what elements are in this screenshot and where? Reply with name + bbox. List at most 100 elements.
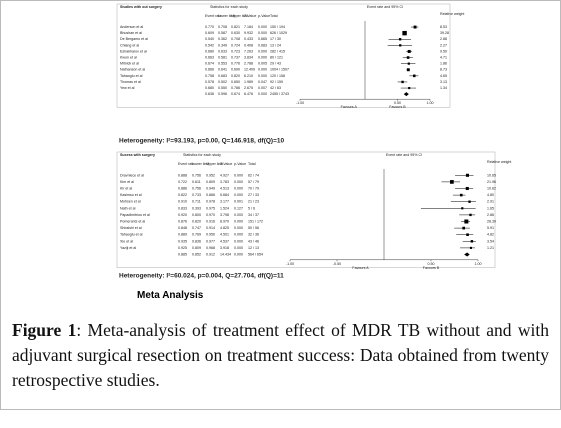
cell: 0.822 xyxy=(178,193,187,197)
cell: 0.000 xyxy=(234,193,243,197)
study-name: Tahaoglu et al xyxy=(120,233,143,237)
cell: 0.747 xyxy=(192,226,201,230)
study-name: Kir et al xyxy=(120,186,132,190)
cell: 1004 / 1507 xyxy=(270,68,289,72)
cell: 0.722 xyxy=(178,180,187,184)
cell: 0.737 xyxy=(231,56,240,60)
cell: 0.553 xyxy=(218,62,227,66)
cell: 0.433 xyxy=(244,37,253,41)
cell: 0.000 xyxy=(234,226,243,230)
weight: 1.34 xyxy=(440,86,447,90)
column-header: p-Value xyxy=(258,14,270,18)
cell: 0.005 xyxy=(258,62,267,66)
cell: 0.502 xyxy=(218,80,227,84)
cell: 0.000 xyxy=(258,74,267,78)
cell: 0.866 xyxy=(206,193,215,197)
weight: 10.65 xyxy=(487,173,496,177)
cell: 0.977 xyxy=(206,239,215,243)
study-name: Xie et al xyxy=(120,239,133,243)
cell: 0.758 xyxy=(205,74,214,78)
cell: 150 / 194 xyxy=(270,25,285,29)
cell: 7.263 xyxy=(244,49,253,53)
study-name: Eshakharov et al xyxy=(120,49,147,53)
cell: 4.927 xyxy=(220,173,229,177)
cell: 0.000 xyxy=(258,31,267,35)
cell: 0.885 xyxy=(178,252,187,256)
study-name: Mohsen et al xyxy=(120,200,141,204)
plot-header: Event rate and 95% CI xyxy=(386,153,422,157)
cell: 0.769 xyxy=(192,233,201,237)
study-marker xyxy=(406,68,410,72)
cell: 0.680 xyxy=(205,49,214,53)
column-header: p-Value xyxy=(234,162,246,166)
weight: 21.96 xyxy=(487,180,496,184)
cell: 0.888 xyxy=(178,173,187,177)
cell: 0.876 xyxy=(178,219,187,223)
cell: 0.852 xyxy=(192,252,201,256)
weight: 3.54 xyxy=(487,239,494,243)
weight: 1.65 xyxy=(487,206,494,210)
study-name: Chiang et al xyxy=(120,43,139,47)
heterogeneity: Heterogeneity: I²=93.193, p=0.00, Q=146.… xyxy=(119,138,284,145)
cell: 0.349 xyxy=(218,43,227,47)
cell: 0.000 xyxy=(258,25,267,29)
study-name: Kwon et al xyxy=(120,56,137,60)
cell: 32 / 36 xyxy=(248,233,259,237)
cell: 0.968 xyxy=(206,246,215,250)
study-name: Kim et al xyxy=(120,180,134,184)
cell: 0.683 xyxy=(218,74,227,78)
weight: 2.27 xyxy=(440,43,447,47)
cell: 0.809 xyxy=(206,180,215,184)
cell: 0.809 xyxy=(192,246,201,250)
cell: 4.537 xyxy=(220,239,229,243)
cell: 626 / 1029 xyxy=(270,31,287,35)
cell: 0.690 xyxy=(231,68,240,72)
cell: 0.000 xyxy=(234,173,243,177)
cell: 0.581 xyxy=(218,56,227,60)
column-header: Lower limit xyxy=(218,14,235,18)
study-name: Dravniece et al xyxy=(120,173,144,177)
weight: 9.50 xyxy=(440,49,447,53)
cell: 0.000 xyxy=(258,68,267,72)
study-marker xyxy=(462,226,466,230)
study-marker xyxy=(399,44,402,47)
cell: 0.935 xyxy=(178,239,187,243)
cell: 42 / 63 xyxy=(270,86,281,90)
cell: 120 / 158 xyxy=(270,74,285,78)
study-marker xyxy=(398,38,402,41)
column-header: Upper limit xyxy=(231,14,248,18)
cell: 0.000 xyxy=(234,252,243,256)
cell: 0.663 xyxy=(205,56,214,60)
cell: 0.393 xyxy=(192,206,201,210)
weight-header: Relative weight xyxy=(440,12,464,16)
cell: 0.776 xyxy=(231,62,240,66)
cell: 34 / 37 xyxy=(248,213,259,217)
cell: 0.770 xyxy=(205,25,214,29)
summary-diamond xyxy=(464,252,470,257)
weight: 1.86 xyxy=(440,62,447,66)
cell: 0.000 xyxy=(234,180,243,184)
study-marker xyxy=(465,186,469,191)
cell: 0.650 xyxy=(231,80,240,84)
cell: 0.708 xyxy=(218,25,227,29)
cell: 50 / 56 xyxy=(248,226,259,230)
cell: 0.578 xyxy=(205,80,214,84)
cell: 13 / 24 xyxy=(270,43,281,47)
panel-box xyxy=(116,151,496,269)
cell: 4.825 xyxy=(220,226,229,230)
study-marker xyxy=(469,213,472,217)
study-name: Mitnick et al xyxy=(120,62,139,66)
favours-b: Favours B xyxy=(423,266,440,270)
cell: 0.665 xyxy=(258,37,267,41)
study-marker xyxy=(412,74,416,78)
cell: 0.820 xyxy=(192,219,201,223)
cell: 21 / 23 xyxy=(248,200,259,204)
cell: 0.820 xyxy=(231,74,240,78)
summary-diamond xyxy=(403,92,409,97)
cell: 1.524 xyxy=(220,206,229,210)
study-marker xyxy=(469,246,472,249)
weight: 3.13 xyxy=(440,80,447,84)
panel-title: Sucess with surgery xyxy=(120,153,155,157)
cell: 0.542 xyxy=(205,43,214,47)
